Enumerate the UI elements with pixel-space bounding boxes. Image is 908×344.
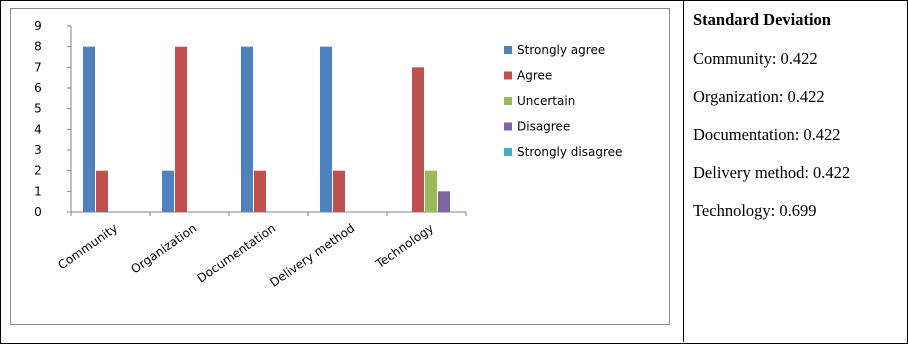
x-tick-label: Technology	[372, 221, 436, 272]
y-tick-label: 9	[34, 19, 42, 33]
stat-organization: Organization: 0.422	[693, 87, 825, 106]
legend-label: Disagree	[517, 120, 570, 134]
legend-swatch	[504, 71, 512, 80]
y-tick-label: 2	[34, 164, 42, 178]
x-axis: Community OrganizationDocumentationDelive…	[55, 211, 467, 290]
bars	[83, 46, 450, 212]
bar-disagree-technology	[438, 191, 450, 212]
legend-swatch	[504, 122, 512, 131]
y-tick-label: 5	[34, 102, 42, 116]
bar-strongly-agree-delivery-method	[320, 46, 332, 212]
bar-chart: 0 1 2 3 4 5 6 7 8 9 Community OrganizationDocument…	[34, 19, 622, 290]
y-tick-label: 8	[34, 40, 42, 54]
y-tick-label: 0	[34, 205, 42, 219]
legend-label: Strongly agree	[517, 43, 605, 57]
y-tick-label: 7	[34, 60, 42, 74]
standard-deviation-panel: Standard Deviation Community: 0.422 Orga…	[693, 10, 903, 239]
y-tick-label: 3	[34, 143, 42, 157]
legend-swatch	[504, 148, 512, 156]
column-divider	[683, 0, 684, 342]
y-tick-label: 6	[34, 81, 42, 95]
bar-strongly-agree-documentation	[241, 46, 253, 212]
chart-container: 0 1 2 3 4 5 6 7 8 9 Community Organization Document…	[10, 8, 670, 325]
bar-uncertain-technology	[425, 170, 437, 212]
y-tick-label: 4	[34, 122, 42, 136]
y-axis: 0 1 2 3 4 5 6 7 8 9	[34, 19, 72, 219]
legend-label: Strongly disagree	[517, 145, 622, 159]
legend-swatch	[504, 46, 512, 54]
legend-swatch	[504, 97, 512, 105]
legend: Strongly agree Agree Uncertain Disagree Stro…	[504, 43, 622, 159]
bar-strongly-agree-organization	[162, 170, 174, 212]
stats-title: Standard Deviation	[693, 10, 831, 29]
bar-agree-delivery-method	[333, 170, 345, 212]
stat-delivery-method: Delivery method: 0.422	[693, 163, 851, 182]
legend-label: Uncertain	[517, 94, 575, 108]
y-tick-label: 1	[34, 184, 42, 198]
stat-documentation: Documentation: 0.422	[693, 125, 841, 144]
x-tick-label: Organization	[128, 221, 199, 276]
bar-agree-community	[96, 170, 108, 212]
stat-community: Community: 0.422	[693, 49, 818, 68]
bar-agree-documentation	[254, 170, 266, 212]
stat-technology: Technology: 0.699	[693, 201, 817, 220]
x-tick-label: Community	[55, 221, 120, 272]
bar-strongly-agree-community	[83, 46, 95, 212]
legend-label: Agree	[517, 69, 552, 83]
bar-agree-organization	[175, 46, 187, 212]
bar-agree-technology	[412, 67, 424, 212]
x-tick-label: Documentation	[194, 221, 278, 286]
x-tick-label: Delivery method	[267, 221, 357, 290]
